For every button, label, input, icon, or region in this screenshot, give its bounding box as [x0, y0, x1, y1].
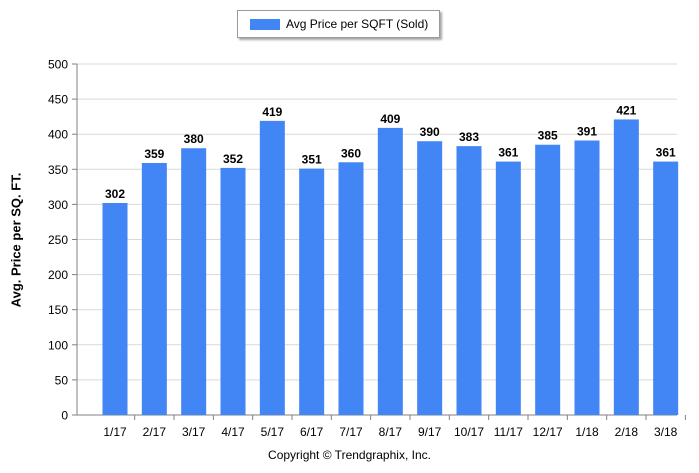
y-tick-label: 0: [61, 409, 68, 423]
bar: [259, 120, 285, 415]
x-tick-label: 11/17: [494, 425, 523, 439]
bar: [299, 168, 325, 415]
data-label: 351: [302, 153, 322, 167]
y-tick-label: 50: [55, 373, 69, 387]
data-label: 383: [459, 130, 479, 144]
x-tick-label: 5/17: [261, 425, 285, 439]
x-tick-label: 3/17: [182, 425, 206, 439]
data-label: 359: [144, 147, 164, 161]
data-label: 385: [538, 129, 558, 143]
bar: [181, 148, 207, 416]
x-tick-label: 4/17: [221, 425, 245, 439]
bar: [417, 141, 443, 415]
x-tick-label: 2/17: [143, 425, 167, 439]
bar: [574, 140, 600, 415]
bar: [535, 144, 561, 416]
bar: [141, 162, 167, 415]
bar: [613, 119, 639, 415]
bar: [338, 162, 364, 415]
y-tick-label: 350: [48, 163, 68, 177]
data-label: 361: [498, 146, 518, 160]
y-tick-label: 500: [48, 58, 68, 72]
y-tick-label: 300: [48, 198, 68, 212]
data-label: 419: [262, 105, 282, 119]
data-label: 421: [616, 103, 636, 117]
bar: [102, 202, 128, 415]
data-label: 361: [656, 146, 676, 160]
bar: [456, 146, 482, 415]
data-label: 380: [184, 132, 204, 146]
bar: [220, 167, 246, 415]
data-label: 409: [380, 112, 400, 126]
x-tick-label: 9/17: [418, 425, 442, 439]
bar: [495, 161, 521, 415]
x-tick-label: 8/17: [379, 425, 403, 439]
x-tick-label: 10/17: [454, 425, 484, 439]
bar: [653, 161, 679, 415]
x-tick-label: 6/17: [300, 425, 324, 439]
data-label: 352: [223, 152, 243, 166]
data-label: 360: [341, 146, 361, 160]
y-tick-label: 200: [48, 268, 68, 282]
legend-label: Avg Price per SQFT (Sold): [286, 17, 429, 31]
x-tick-label: 7/17: [339, 425, 363, 439]
x-tick-label: 12/17: [533, 425, 563, 439]
y-tick-label: 400: [48, 128, 68, 142]
data-label: 302: [105, 187, 125, 201]
legend: Avg Price per SQFT (Sold): [237, 10, 440, 38]
y-tick-label: 250: [48, 233, 68, 247]
data-label: 390: [420, 125, 440, 139]
y-tick-label: 100: [48, 338, 68, 352]
x-tick-label: 3/18: [654, 425, 678, 439]
copyright-footer: Copyright © Trendgraphix, Inc.: [268, 448, 431, 462]
y-axis-label: Avg. Price per SQ. FT.: [8, 172, 24, 308]
legend-swatch: [250, 18, 280, 30]
y-tick-label: 150: [48, 303, 68, 317]
x-tick-label: 1/18: [575, 425, 599, 439]
data-label: 391: [577, 125, 597, 139]
y-tick-label: 450: [48, 93, 68, 107]
x-tick-label: 1/17: [103, 425, 127, 439]
bar: [377, 127, 403, 415]
x-tick-label: 2/18: [615, 425, 639, 439]
